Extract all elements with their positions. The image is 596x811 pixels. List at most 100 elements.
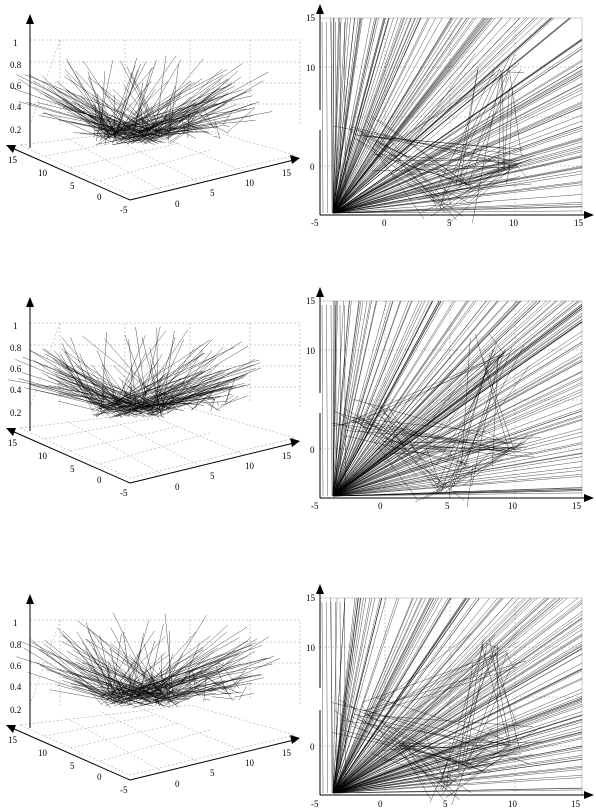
line-segment (162, 380, 188, 402)
label-mask (308, 688, 348, 710)
y-tick-labels: 0 10 15 (306, 593, 316, 752)
line-segment (31, 642, 134, 699)
x-tick-label: 15 (282, 748, 292, 758)
line-segment (332, 300, 391, 497)
plot3d-axes (6, 297, 300, 484)
line-segment (100, 339, 210, 413)
line-segment (332, 414, 583, 497)
line-segment (43, 112, 113, 143)
line-segment (79, 353, 105, 409)
line-segment (181, 121, 186, 133)
line-segment (60, 352, 94, 413)
y-tick-label: 5 (70, 761, 75, 771)
line-segment (332, 17, 356, 214)
line-segment (332, 601, 583, 794)
line-segment (333, 422, 355, 426)
line-segment (468, 161, 514, 204)
line-segment (332, 17, 474, 214)
line-segment (350, 421, 507, 453)
line-segment (399, 745, 480, 749)
line-segment (492, 743, 511, 757)
line-segment (332, 17, 436, 214)
line-segment (332, 17, 403, 214)
x-tick-label: 0 (378, 501, 383, 511)
line-segment (364, 414, 398, 439)
line-segment (482, 356, 515, 449)
line-segment (332, 746, 583, 794)
line-segment (409, 630, 521, 742)
line-segment (64, 351, 94, 405)
line-segment (225, 378, 236, 403)
y-tick-label: 15 (306, 13, 316, 23)
line-segment (332, 300, 393, 497)
line-segment (332, 17, 492, 214)
y-tick-label: 5 (70, 181, 75, 191)
line-segment (489, 334, 504, 354)
line-segment (332, 597, 532, 794)
line-segment (332, 147, 583, 214)
line-segment (370, 69, 499, 178)
line-segment (60, 634, 165, 708)
line-segment (332, 597, 387, 794)
line-segment (461, 639, 484, 765)
line-segment (111, 657, 267, 705)
line-segment (397, 443, 533, 454)
line-segment (374, 413, 468, 467)
line-segment (181, 130, 196, 139)
line-segment (407, 365, 474, 453)
line-segment (111, 636, 166, 695)
x-tick-label: 10 (245, 461, 255, 471)
line-segment (326, 601, 328, 794)
line-segment (209, 399, 215, 406)
line-segment (184, 666, 205, 690)
line-segment (441, 779, 457, 790)
line-segment (332, 597, 561, 794)
line-segment (168, 658, 281, 708)
line-segment (188, 669, 191, 690)
line-segment (124, 390, 138, 418)
line-segment (390, 447, 408, 468)
line-segment (428, 158, 462, 189)
line-segment (332, 17, 342, 214)
line-segment (332, 307, 583, 497)
x-tick-label: 0 (175, 482, 180, 492)
line-segment (137, 71, 269, 144)
line-segment (216, 395, 239, 411)
line-segment (332, 70, 583, 214)
line-segment (332, 300, 477, 497)
line-segment (217, 401, 219, 406)
line-segment (357, 718, 448, 755)
y-tick-label: 0 (97, 772, 102, 782)
plot3d-panel: 0.2 0.4 0.6 0.8 1 15 10 5 0 -5 0 5 10 15 (6, 14, 301, 215)
line-segment (332, 300, 440, 497)
line-segment (154, 383, 174, 408)
plot3d-lines (7, 326, 262, 418)
line-segment (332, 597, 546, 794)
y-tick-label: -5 (120, 488, 128, 498)
z-tick-label: 1 (13, 38, 18, 48)
line-segment (213, 125, 229, 134)
line-segment (85, 121, 112, 135)
line-segment (332, 597, 520, 794)
line-segment (142, 382, 146, 403)
line-segment (200, 672, 228, 691)
line-segment (191, 687, 206, 691)
line-segment (187, 113, 189, 138)
line-segment (146, 135, 154, 138)
line-segment (100, 133, 104, 135)
line-segment (350, 126, 515, 166)
line-segment (332, 456, 583, 497)
line-segment (332, 376, 583, 497)
line-segment (326, 21, 328, 214)
line-segment (468, 76, 510, 183)
line-segment (332, 303, 583, 497)
line-segment (183, 106, 198, 132)
line-segment (356, 138, 408, 169)
line-segment (510, 155, 535, 164)
x-tick-label: 10 (245, 758, 255, 768)
line-segment (149, 359, 162, 416)
line-segment (91, 364, 130, 417)
line-segment (55, 373, 157, 411)
line-segment (332, 17, 520, 214)
line-segment (465, 447, 509, 453)
